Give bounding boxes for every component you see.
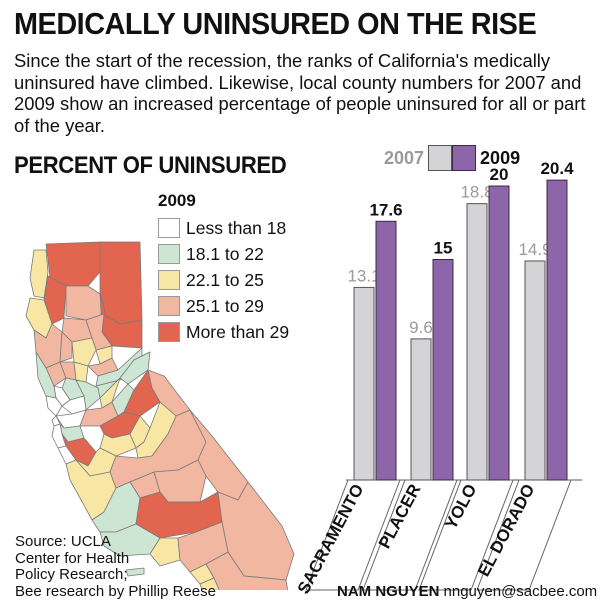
county-nevada [87, 357, 119, 377]
category-strip [362, 479, 458, 591]
legend-swatch [158, 244, 180, 264]
map-legend-item: 18.1 to 22 [158, 241, 289, 267]
legend-label: Less than 18 [186, 217, 287, 238]
data-label: 13.1 [347, 266, 380, 285]
legend-label-2009: 2009 [480, 147, 521, 168]
legend-swatch [158, 270, 180, 290]
county-kern [135, 491, 223, 539]
legend-swatch [158, 322, 180, 342]
map-legend-item: Less than 18 [158, 215, 289, 241]
bar-2007-placer [410, 338, 432, 481]
category-label: YOLO [441, 481, 480, 532]
county-sutter [73, 361, 89, 383]
chart-legend: 2007 2009 [384, 145, 520, 171]
byline-name: NAM NGUYEN [337, 583, 440, 600]
legend-label-2007: 2007 [384, 147, 425, 168]
intro-text: Since the start of the recession, the ra… [14, 50, 586, 136]
map-legend-item: More than 29 [158, 319, 289, 345]
county-trinity [43, 275, 67, 325]
map-legend-title: 2009 [158, 191, 196, 210]
map-legend-item: 22.1 to 25 [158, 267, 289, 293]
bar-2007-yolo [466, 203, 488, 481]
bar-2007-el-dorado [524, 260, 546, 481]
source-line: Center for Health [15, 549, 130, 567]
bar-2009-el-dorado [546, 179, 568, 481]
california-county-map [25, 241, 295, 590]
byline: NAM NGUYEN nnguyen@sacbee.com [337, 583, 597, 600]
map-legend-item: 25.1 to 29 [158, 293, 289, 319]
county-modoc [99, 241, 143, 325]
bar-2009-sacramento [375, 220, 397, 481]
legend-swatch [158, 218, 180, 238]
data-label: 14.9 [518, 240, 551, 259]
data-label: 9.6 [409, 318, 433, 337]
county-shasta [65, 285, 105, 321]
category-strip [476, 479, 572, 591]
bar-2009-placer [432, 259, 454, 481]
legend-label: 25.1 to 29 [186, 295, 264, 316]
source-note: Source: UCLA Center for Health Policy Re… [15, 533, 216, 600]
legend-label: More than 29 [186, 321, 290, 342]
source-line: Source: UCLA [15, 533, 111, 550]
category-strip [418, 479, 514, 591]
legend-swatch-2007 [428, 145, 453, 171]
source-line: Policy Research; [15, 566, 128, 583]
bar-2007-sacramento [353, 286, 375, 481]
map-legend: 2009 Less than 18 18.1 to 22 22.1 to 25 … [158, 191, 289, 345]
data-label: 17.6 [369, 200, 402, 219]
data-label: 15 [434, 239, 453, 258]
county-solano [61, 395, 87, 415]
map-title: PERCENT OF UNINSURED [14, 152, 287, 179]
county-marin [45, 395, 63, 417]
headline: MEDICALLY UNINSURED ON THE RISE [14, 6, 537, 41]
county-glenn [59, 331, 73, 363]
category-label: EL DORADO [474, 481, 539, 580]
byline-email[interactable]: nnguyen@sacbee.com [443, 583, 598, 600]
legend-label: 18.1 to 22 [186, 243, 264, 264]
legend-swatch [158, 296, 180, 316]
data-label: 18.8 [460, 183, 493, 202]
county-islands [125, 567, 145, 577]
category-label: PLACER [375, 481, 425, 552]
legend-label: 22.1 to 25 [186, 269, 264, 290]
bar-2009-yolo [488, 185, 510, 481]
county-san-diego [199, 577, 220, 590]
county-butte [71, 337, 97, 367]
county-alpine [119, 351, 151, 385]
legend-swatch-2009 [452, 145, 477, 171]
data-label: 20.4 [540, 159, 574, 178]
source-line: Bee research by Phillip Reese [15, 582, 216, 600]
